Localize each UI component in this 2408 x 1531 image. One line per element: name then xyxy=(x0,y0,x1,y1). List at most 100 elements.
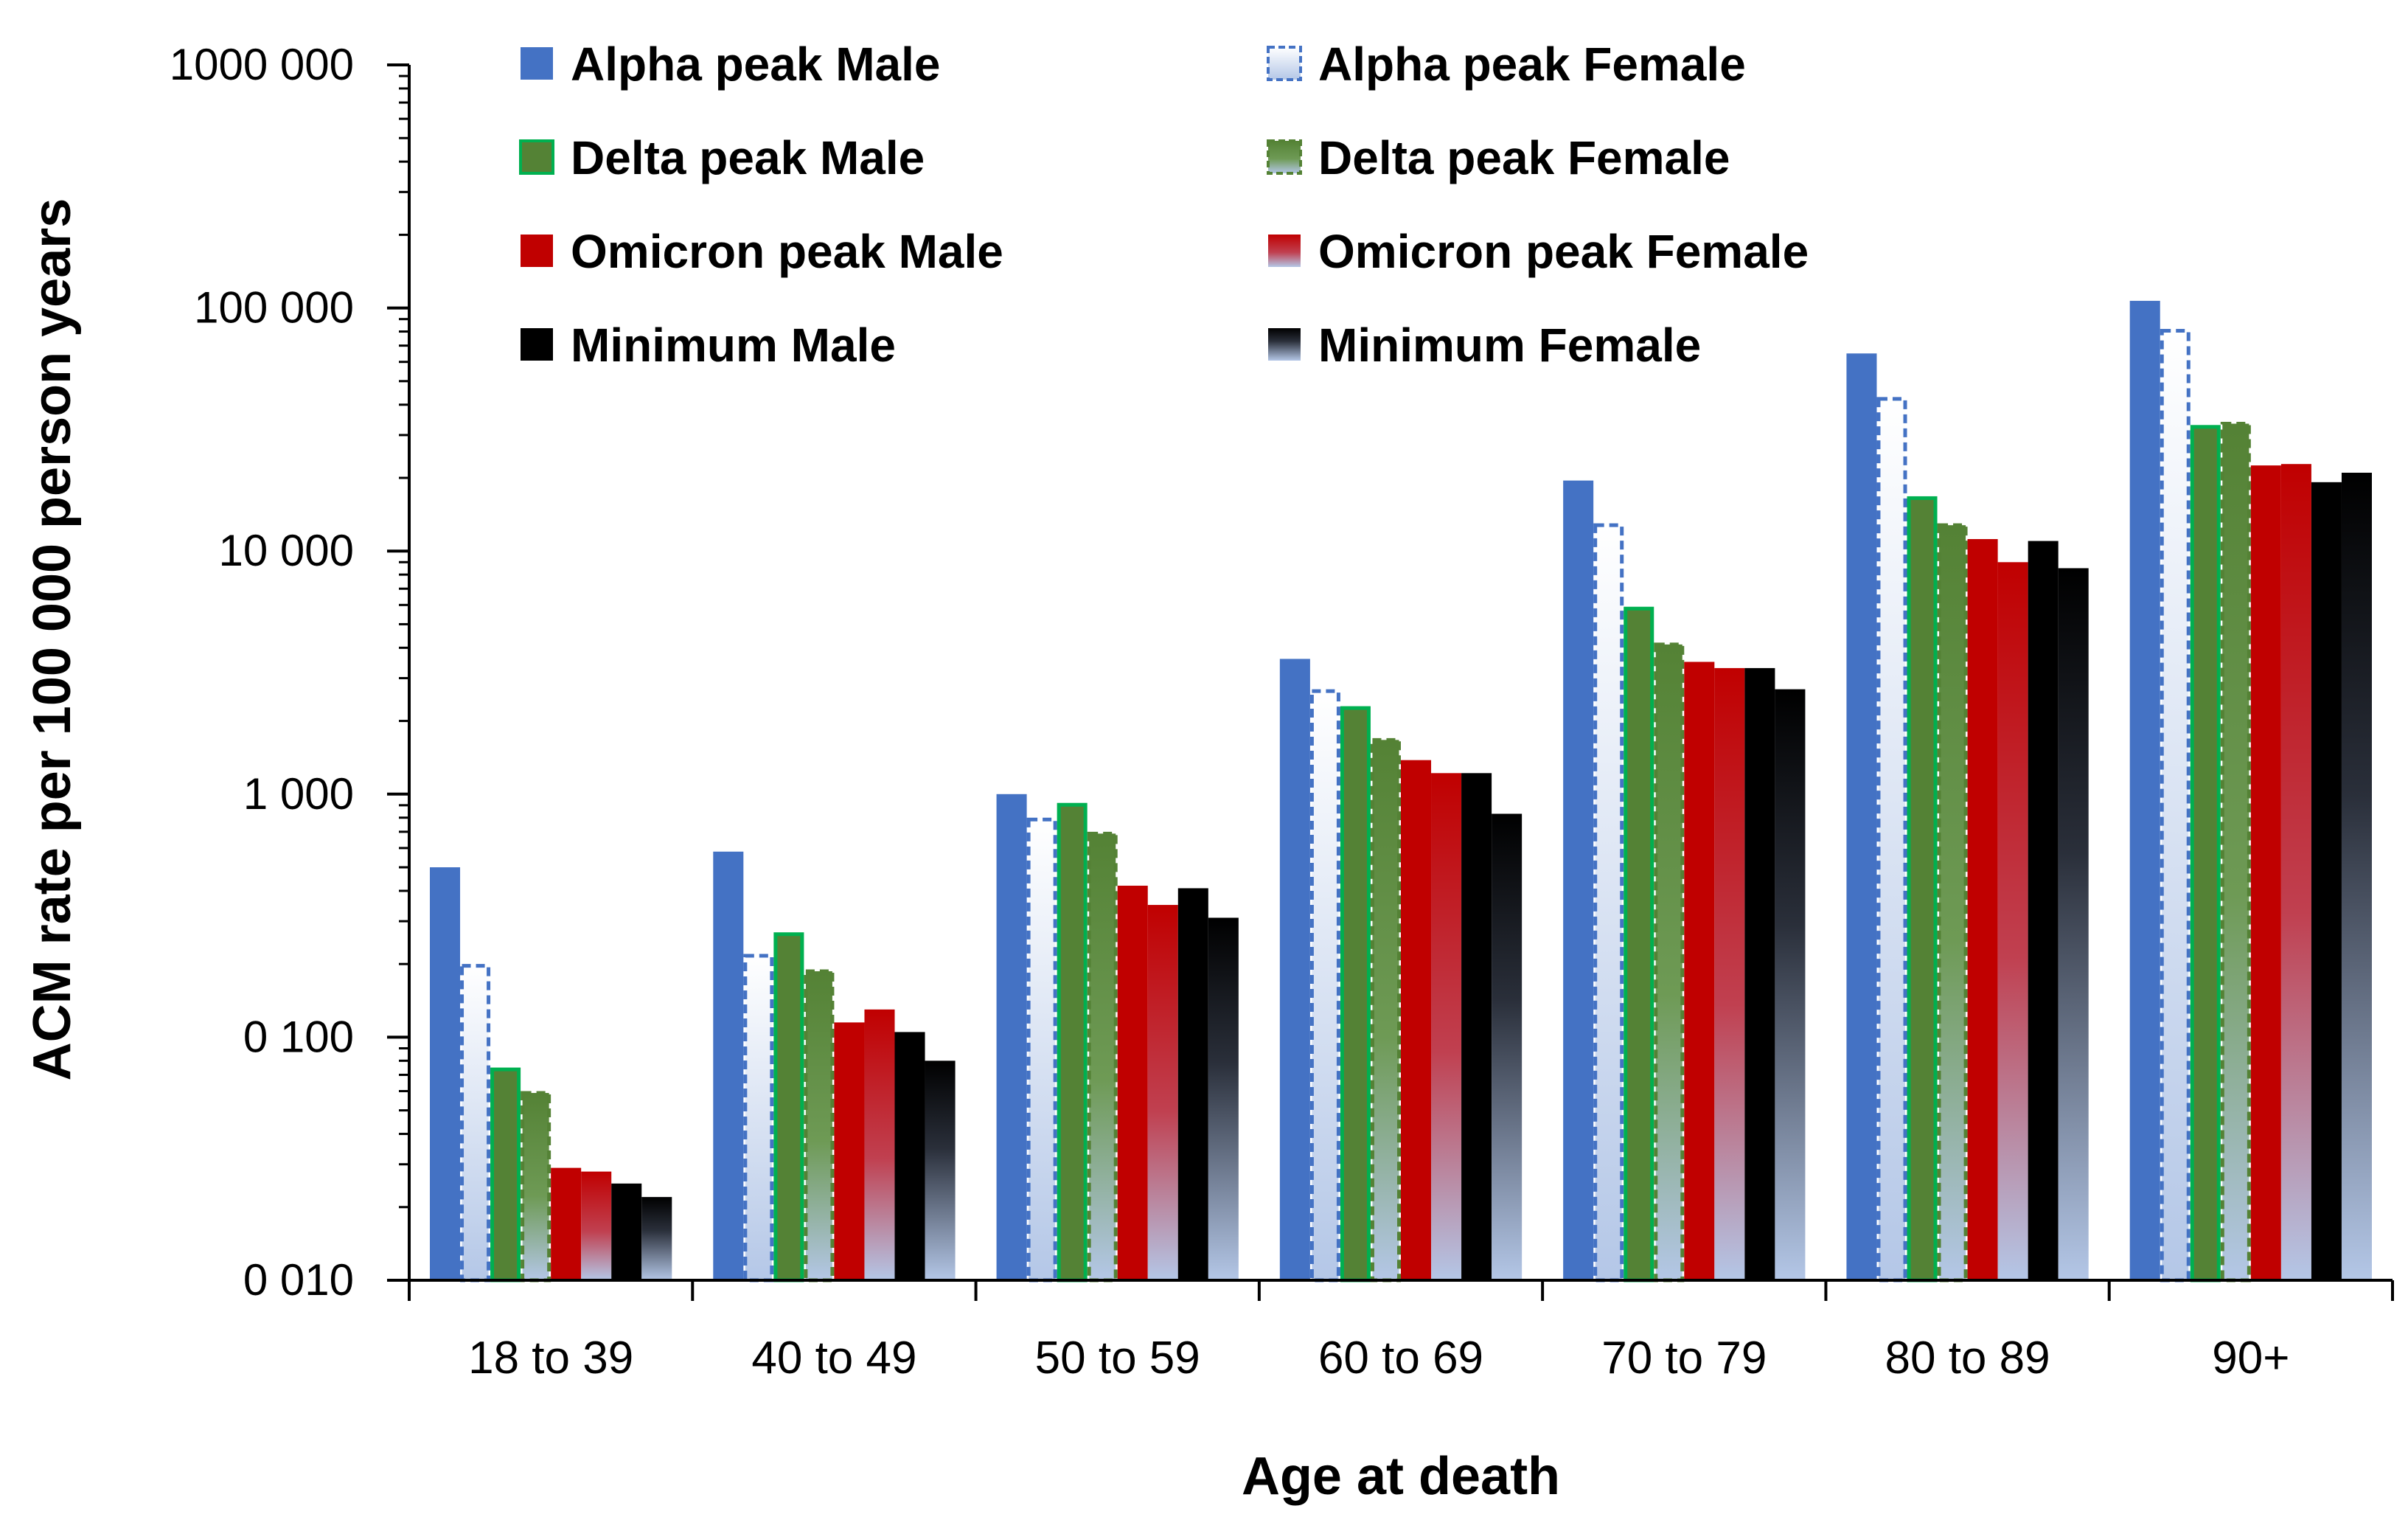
axes: 0 010 0 100 1 000 10 000 100 000 1000 000 18 … xyxy=(170,40,2394,1384)
legend-swatch-alpha-peak-female xyxy=(1267,46,1302,81)
bar-alpha-peak-male-80-to-89 xyxy=(1846,353,1877,1280)
bar-omicron-peak-female-40-to-49 xyxy=(864,1009,895,1280)
y-tick-label: 1000 000 xyxy=(170,40,354,89)
legend-item-delta-peak-male: Delta peak Male xyxy=(519,131,925,184)
legend-swatch-omicron-peak-female xyxy=(1268,235,1301,267)
x-tick-label-70-to-79: 70 to 79 xyxy=(1601,1333,1767,1384)
bar-minimum-female-60-to-69 xyxy=(1492,813,1523,1280)
bar-delta-peak-female-80-to-89 xyxy=(1937,523,1968,1282)
bar-omicron-peak-male-90plus xyxy=(2250,465,2281,1281)
legend-swatch-omicron-peak-male xyxy=(521,235,553,267)
legend-item-minimum-female: Minimum Female xyxy=(1268,319,1701,372)
bar-minimum-female-50-to-59 xyxy=(1208,917,1239,1280)
legend-label-delta-peak-female: Delta peak Female xyxy=(1318,131,1730,184)
bar-delta-peak-male-70-to-79 xyxy=(1624,606,1654,1282)
bar-minimum-male-40-to-49 xyxy=(894,1032,925,1280)
bar-minimum-female-40-to-49 xyxy=(925,1060,956,1280)
bar-delta-peak-female-18-to-39 xyxy=(521,1091,551,1282)
bar-omicron-peak-female-70-to-79 xyxy=(1714,667,1745,1280)
bar-delta-peak-male-90plus xyxy=(2190,425,2221,1282)
y-axis-title: ACM rate per 100 000 person years xyxy=(23,198,82,1081)
bar-delta-peak-female-50-to-59 xyxy=(1087,831,1118,1282)
bar-delta-peak-male-18-to-39 xyxy=(490,1067,521,1282)
bar-omicron-peak-female-90plus xyxy=(2280,464,2311,1281)
legend-item-alpha-peak-male: Alpha peak Male xyxy=(521,38,941,91)
bar-alpha-peak-female-70-to-79 xyxy=(1593,523,1624,1282)
bars xyxy=(430,300,2372,1282)
legend-item-omicron-peak-female: Omicron peak Female xyxy=(1268,225,1809,278)
legend: Alpha peak Male Alpha peak Female Delta pe… xyxy=(519,38,1809,372)
bar-alpha-peak-female-50-to-59 xyxy=(1026,817,1057,1282)
legend-label-minimum-male: Minimum Male xyxy=(571,319,896,372)
bar-omicron-peak-female-50-to-59 xyxy=(1147,905,1178,1280)
legend-item-delta-peak-female: Delta peak Female xyxy=(1267,131,1730,184)
bar-minimum-male-50-to-59 xyxy=(1177,888,1208,1280)
bar-delta-peak-female-70-to-79 xyxy=(1654,642,1685,1282)
bar-minimum-male-90plus xyxy=(2311,482,2342,1280)
legend-label-alpha-peak-male: Alpha peak Male xyxy=(571,38,941,91)
x-tick-label-40-to-49: 40 to 49 xyxy=(751,1333,916,1384)
y-tick-label: 0 100 xyxy=(243,1012,354,1061)
bar-omicron-peak-female-18-to-39 xyxy=(581,1171,612,1280)
bar-alpha-peak-female-18-to-39 xyxy=(460,964,491,1282)
legend-item-minimum-male: Minimum Male xyxy=(521,319,896,372)
bar-minimum-male-18-to-39 xyxy=(611,1183,642,1280)
bar-omicron-peak-female-80-to-89 xyxy=(1997,562,2028,1280)
bar-minimum-male-70-to-79 xyxy=(1744,667,1775,1280)
bar-omicron-peak-female-60-to-69 xyxy=(1431,773,1462,1280)
y-tick-label: 10 000 xyxy=(218,526,354,575)
bar-alpha-peak-male-60-to-69 xyxy=(1279,659,1310,1280)
x-tick-label-90plus: 90+ xyxy=(2212,1333,2289,1384)
bar-minimum-female-70-to-79 xyxy=(1775,689,1806,1280)
bar-omicron-peak-male-60-to-69 xyxy=(1401,760,1432,1280)
bar-omicron-peak-male-18-to-39 xyxy=(551,1167,582,1280)
bar-alpha-peak-male-40-to-49 xyxy=(713,851,744,1280)
bar-minimum-female-80-to-89 xyxy=(2058,568,2089,1280)
x-ticks: 18 to 39 40 to 49 50 to 59 60 to 69 70 to 79… xyxy=(408,1280,2394,1384)
bar-delta-peak-female-60-to-69 xyxy=(1370,737,1401,1282)
legend-label-alpha-peak-female: Alpha peak Female xyxy=(1318,38,1746,91)
bar-delta-peak-female-40-to-49 xyxy=(804,969,835,1282)
legend-swatch-alpha-peak-male xyxy=(521,47,553,80)
bar-minimum-male-60-to-69 xyxy=(1461,773,1492,1280)
bar-delta-peak-male-80-to-89 xyxy=(1907,496,1938,1282)
legend-label-delta-peak-male: Delta peak Male xyxy=(571,131,925,184)
legend-swatch-minimum-female xyxy=(1268,328,1301,361)
bar-alpha-peak-female-90plus xyxy=(2160,329,2190,1282)
bar-minimum-male-80-to-89 xyxy=(2028,541,2059,1280)
bar-alpha-peak-female-80-to-89 xyxy=(1876,397,1907,1282)
bar-delta-peak-male-50-to-59 xyxy=(1057,802,1088,1282)
x-tick-label-60-to-69: 60 to 69 xyxy=(1318,1333,1483,1384)
bar-alpha-peak-male-70-to-79 xyxy=(1563,480,1594,1280)
y-tick-label: 100 000 xyxy=(194,283,354,333)
x-tick-label-50-to-59: 50 to 59 xyxy=(1035,1333,1200,1384)
bar-delta-peak-male-40-to-49 xyxy=(773,932,804,1282)
legend-item-omicron-peak-male: Omicron peak Male xyxy=(521,225,1003,278)
legend-label-omicron-peak-female: Omicron peak Female xyxy=(1318,225,1809,278)
bar-alpha-peak-female-60-to-69 xyxy=(1309,689,1340,1282)
legend-swatch-delta-peak-male xyxy=(519,139,554,175)
x-tick-label-18-to-39: 18 to 39 xyxy=(468,1333,633,1384)
legend-swatch-delta-peak-female xyxy=(1267,139,1302,175)
bar-omicron-peak-male-80-to-89 xyxy=(1967,538,1998,1280)
bar-minimum-female-18-to-39 xyxy=(641,1197,672,1280)
y-tick-label: 1 000 xyxy=(243,769,354,819)
bar-minimum-female-90plus xyxy=(2341,472,2372,1280)
legend-label-minimum-female: Minimum Female xyxy=(1318,319,1701,372)
x-tick-label-80-to-89: 80 to 89 xyxy=(1885,1333,2050,1384)
bar-omicron-peak-male-70-to-79 xyxy=(1684,662,1715,1280)
bar-omicron-peak-male-50-to-59 xyxy=(1117,885,1148,1280)
bar-delta-peak-male-60-to-69 xyxy=(1340,706,1371,1282)
legend-label-omicron-peak-male: Omicron peak Male xyxy=(571,225,1003,278)
bar-alpha-peak-male-90plus xyxy=(2129,300,2160,1281)
bar-delta-peak-female-90plus xyxy=(2220,422,2251,1282)
legend-swatch-minimum-male xyxy=(521,328,553,361)
bar-omicron-peak-male-40-to-49 xyxy=(834,1022,865,1280)
bar-alpha-peak-female-40-to-49 xyxy=(743,954,774,1282)
y-ticks: 0 010 0 100 1 000 10 000 100 000 1000 000 xyxy=(170,40,409,1305)
y-tick-label: 0 010 xyxy=(243,1255,354,1305)
bar-alpha-peak-male-18-to-39 xyxy=(430,867,461,1280)
bar-alpha-peak-male-50-to-59 xyxy=(996,794,1027,1280)
legend-item-alpha-peak-female: Alpha peak Female xyxy=(1267,38,1746,91)
